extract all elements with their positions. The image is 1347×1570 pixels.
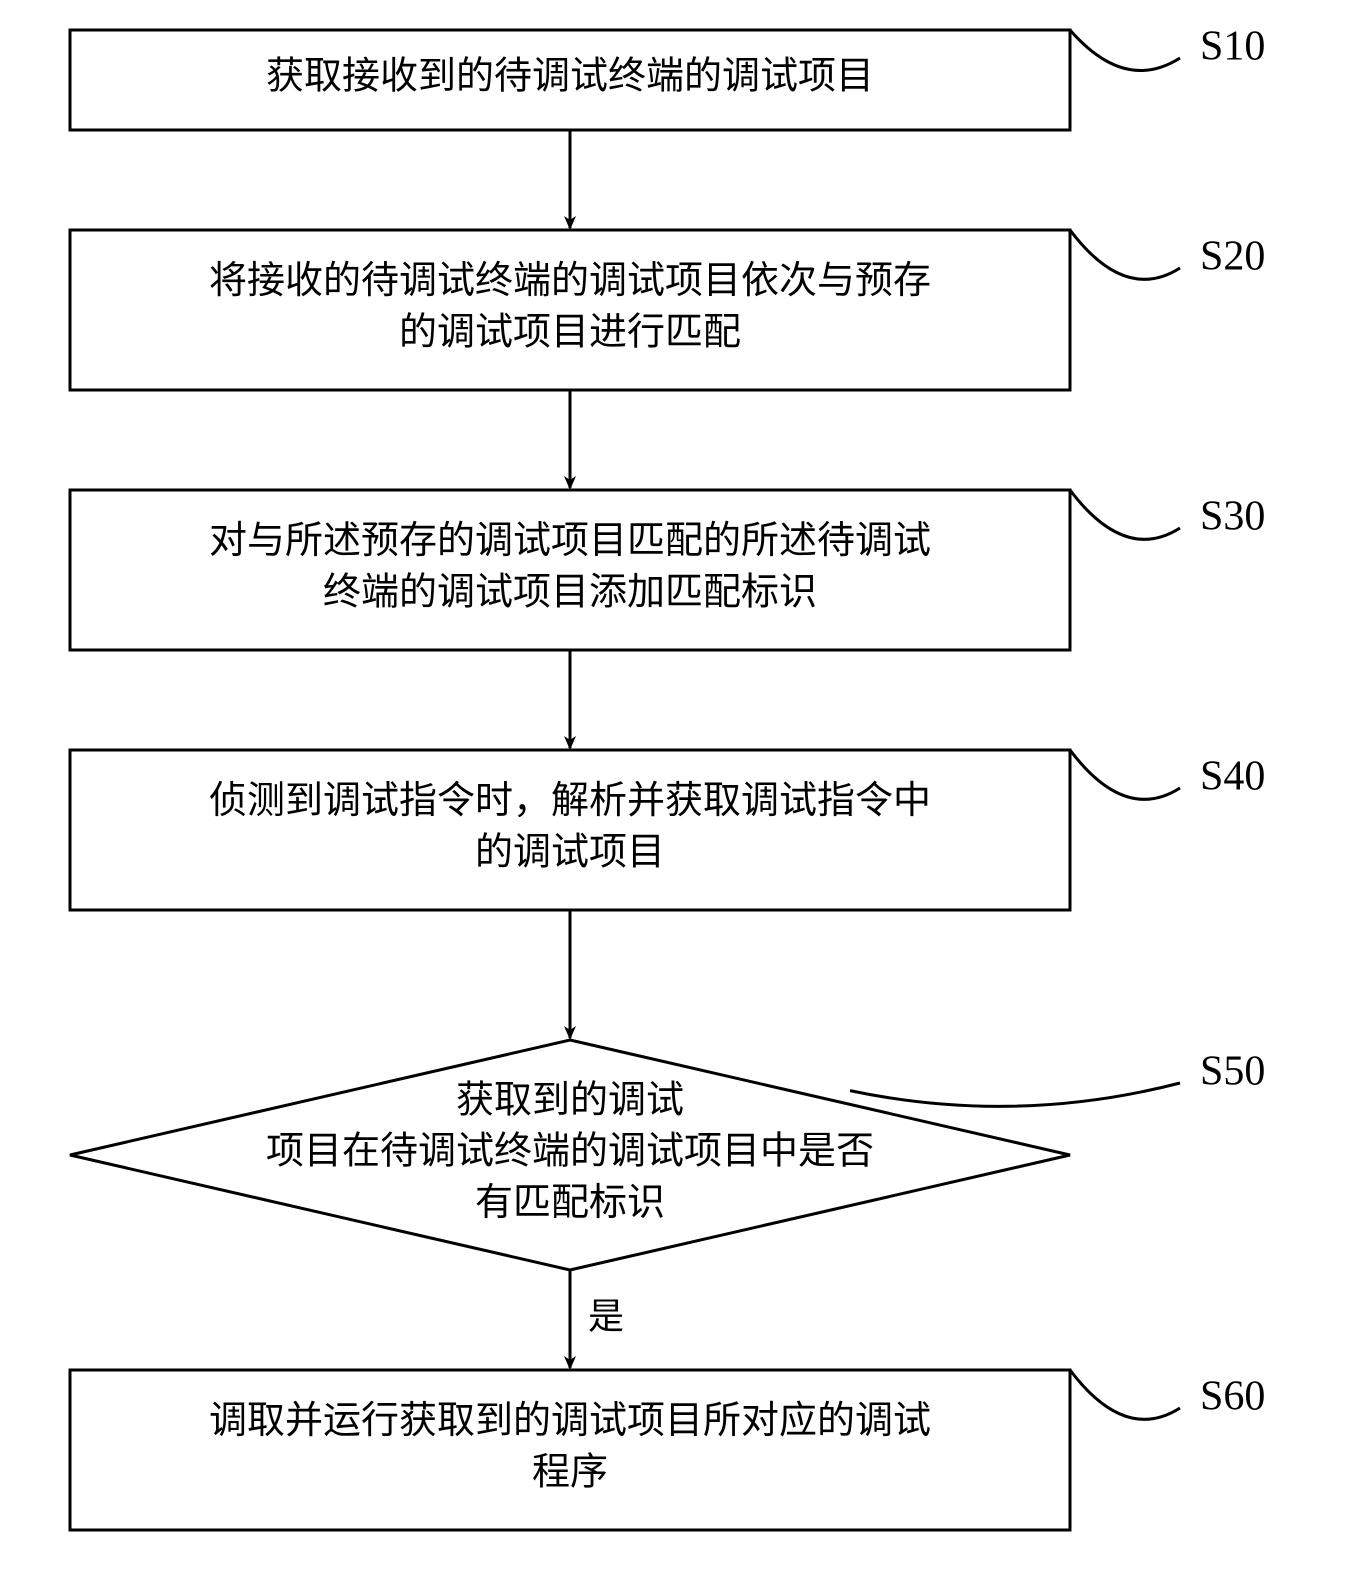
- step-label-l60: S60: [1200, 1374, 1265, 1420]
- leader-l60: [1070, 1370, 1180, 1419]
- step-label-l20: S20: [1200, 234, 1265, 280]
- node-s30: [70, 490, 1070, 650]
- node-text-s10-line0: 获取接收到的待调试终端的调试项目: [266, 56, 874, 98]
- node-text-s60-line1: 程序: [532, 1451, 608, 1493]
- edge-label-s50-s60: 是: [588, 1296, 624, 1336]
- node-s20: [70, 230, 1070, 390]
- leader-l30: [1070, 490, 1180, 539]
- node-text-s50-line2: 有匹配标识: [475, 1182, 665, 1224]
- node-text-s30-line1: 终端的调试项目添加匹配标识: [323, 571, 817, 613]
- node-text-s40-line1: 的调试项目: [475, 831, 665, 873]
- leader-l50: [850, 1083, 1180, 1106]
- node-s40: [70, 750, 1070, 910]
- node-s60: [70, 1370, 1070, 1530]
- node-text-s60-line0: 调取并运行获取到的调试项目所对应的调试: [209, 1400, 931, 1442]
- step-label-l50: S50: [1200, 1049, 1265, 1095]
- flowchart-canvas: 获取接收到的待调试终端的调试项目将接收的待调试终端的调试项目依次与预存的调试项目…: [0, 0, 1347, 1570]
- node-text-s20-line1: 的调试项目进行匹配: [399, 311, 741, 353]
- node-text-s40-line0: 侦测到调试指令时，解析并获取调试指令中: [209, 780, 931, 822]
- leader-l40: [1070, 750, 1180, 799]
- node-text-s50-line0: 获取到的调试: [456, 1079, 684, 1121]
- node-text-s50-line1: 项目在待调试终端的调试项目中是否: [266, 1131, 874, 1173]
- node-text-s20-line0: 将接收的待调试终端的调试项目依次与预存: [209, 260, 931, 302]
- step-label-l10: S10: [1200, 24, 1265, 70]
- node-text-s30-line0: 对与所述预存的调试项目匹配的所述待调试: [209, 520, 931, 562]
- step-label-l40: S40: [1200, 754, 1265, 800]
- leader-l20: [1070, 230, 1180, 279]
- step-label-l30: S30: [1200, 494, 1265, 540]
- leader-l10: [1070, 30, 1180, 71]
